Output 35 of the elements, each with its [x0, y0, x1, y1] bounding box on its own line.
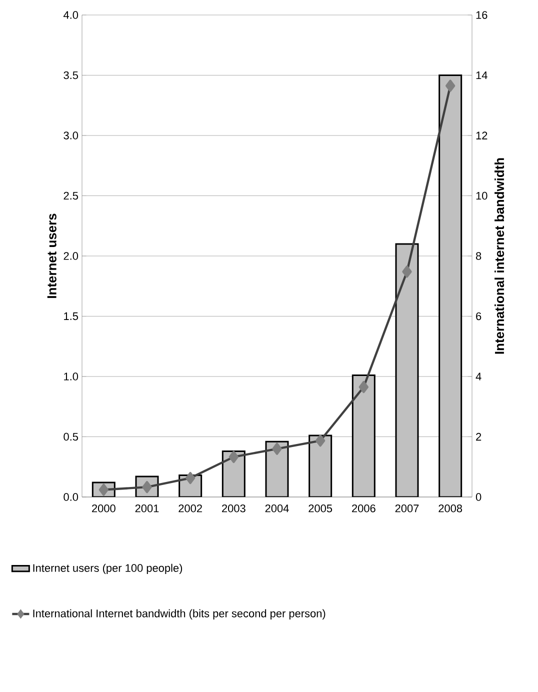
y-axis-title: Internet users [47, 214, 56, 298]
bar [395, 243, 419, 497]
y2-tick-label: 4 [476, 372, 482, 380]
y2-tick-label: 14 [476, 71, 488, 80]
bar [352, 374, 376, 497]
y-tick-label: 3.0 [64, 132, 78, 140]
y2-tick-label: 16 [476, 11, 488, 19]
y2-tick-label: 6 [476, 312, 482, 320]
legend-label: International Internet bandwidth (bits per second per person) [33, 609, 326, 620]
y-tick-label: 0.5 [64, 432, 78, 441]
x-tick-label: 2003 [222, 504, 246, 512]
y-tick-label: 2.5 [64, 192, 78, 200]
y2-tick-label: 0 [476, 493, 482, 501]
x-tick-label: 2000 [92, 504, 116, 512]
x-tick-label: 2008 [438, 504, 462, 512]
y2-tick-label: 8 [476, 252, 482, 260]
y-tick-label: 1.0 [64, 372, 78, 380]
y-tick-label: 0.0 [64, 493, 78, 501]
y2-tick-label: 12 [476, 132, 488, 140]
y-tick-label: 4.0 [63, 11, 78, 19]
y-tick-label: 3.5 [64, 71, 78, 80]
y2-tick-label: 10 [476, 192, 488, 200]
y-tick-label: 2.0 [64, 252, 78, 260]
y2-tick-label: 2 [476, 432, 482, 441]
x-tick-label: 2001 [135, 504, 159, 512]
bar [438, 74, 462, 497]
y-tick-label: 1.5 [64, 312, 78, 320]
x-tick-label: 2004 [265, 504, 289, 512]
bar [265, 440, 289, 497]
x-tick-label: 2002 [178, 504, 202, 512]
x-tick-label: 2006 [352, 504, 376, 512]
x-tick-label: 2005 [308, 504, 332, 512]
x-tick-label: 2007 [395, 504, 419, 512]
legend-label: Internet users (per 100 people) [33, 564, 182, 574]
y2-axis-title: International internet bandwidth [494, 158, 504, 354]
